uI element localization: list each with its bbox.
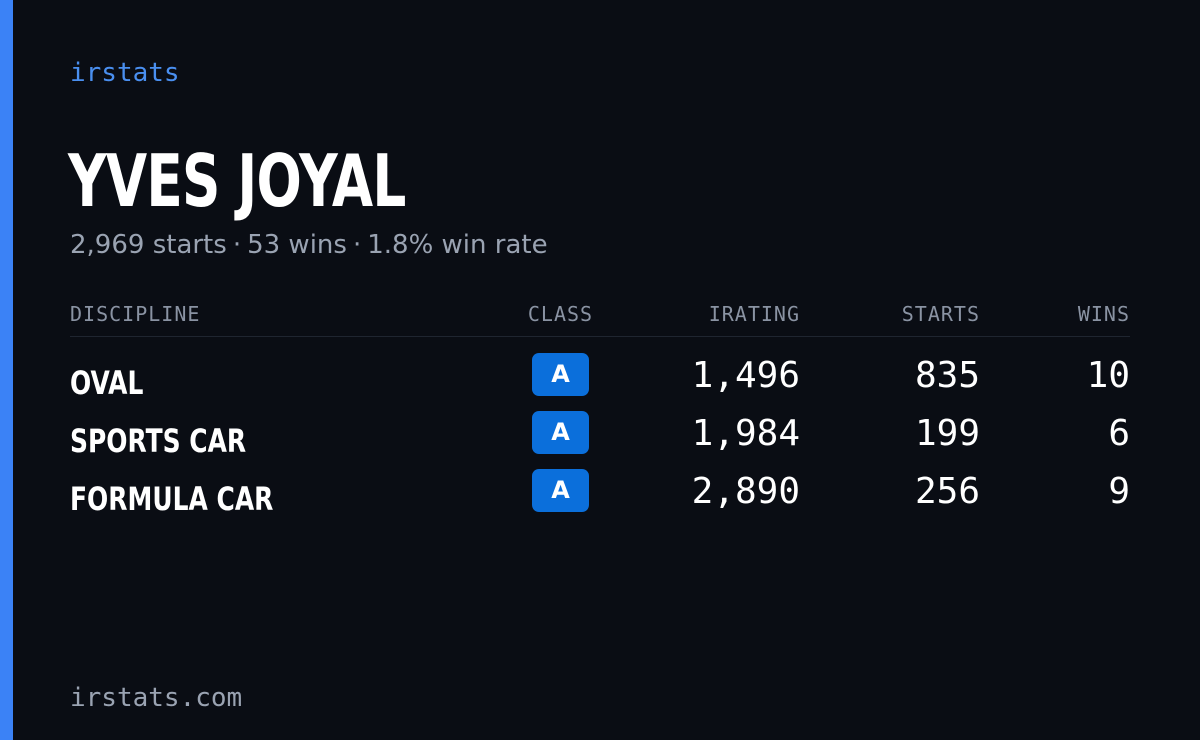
separator: · bbox=[352, 230, 362, 260]
table-row: FORMULA CAR A 2,890 256 9 bbox=[70, 469, 1130, 527]
accent-bar bbox=[0, 0, 13, 740]
header-discipline: DISCIPLINE bbox=[70, 302, 201, 326]
driver-summary: 2,969 starts · 53 wins · 1.8% win rate bbox=[70, 227, 548, 263]
starts-value: 256 bbox=[914, 471, 980, 512]
footer-url: irstats.com bbox=[70, 683, 243, 713]
header-irating: IRATING bbox=[708, 302, 800, 326]
starts-value: 199 bbox=[914, 413, 980, 454]
discipline-name: FORMULA CAR bbox=[70, 480, 274, 518]
class-badge: A bbox=[532, 469, 589, 512]
wins-value: 9 bbox=[1108, 471, 1130, 512]
header-class: CLASS bbox=[527, 302, 594, 326]
discipline-name: OVAL bbox=[70, 364, 144, 402]
wins-value: 6 bbox=[1108, 413, 1130, 454]
irating-value: 1,984 bbox=[691, 413, 800, 454]
starts-value: 835 bbox=[914, 355, 980, 396]
total-starts: 2,969 starts bbox=[70, 230, 227, 260]
class-badge: A bbox=[532, 353, 589, 396]
brand-logo: irstats bbox=[70, 58, 180, 88]
header-starts: STARTS bbox=[901, 302, 980, 326]
irating-value: 1,496 bbox=[691, 355, 800, 396]
separator: · bbox=[232, 230, 242, 260]
table-row: OVAL A 1,496 835 10 bbox=[70, 353, 1130, 411]
irating-value: 2,890 bbox=[691, 471, 800, 512]
table-row: SPORTS CAR A 1,984 199 6 bbox=[70, 411, 1130, 469]
header-wins: WINS bbox=[1077, 302, 1130, 326]
driver-name: YVES JOYAL bbox=[68, 139, 406, 223]
total-wins: 53 wins bbox=[247, 230, 347, 260]
table-header: DISCIPLINE CLASS IRATING STARTS WINS bbox=[70, 296, 1130, 337]
class-badge: A bbox=[532, 411, 589, 454]
win-rate: 1.8% win rate bbox=[367, 230, 548, 260]
discipline-stats-table: DISCIPLINE CLASS IRATING STARTS WINS OVA… bbox=[70, 296, 1130, 527]
wins-value: 10 bbox=[1086, 355, 1130, 396]
discipline-name: SPORTS CAR bbox=[70, 422, 247, 460]
